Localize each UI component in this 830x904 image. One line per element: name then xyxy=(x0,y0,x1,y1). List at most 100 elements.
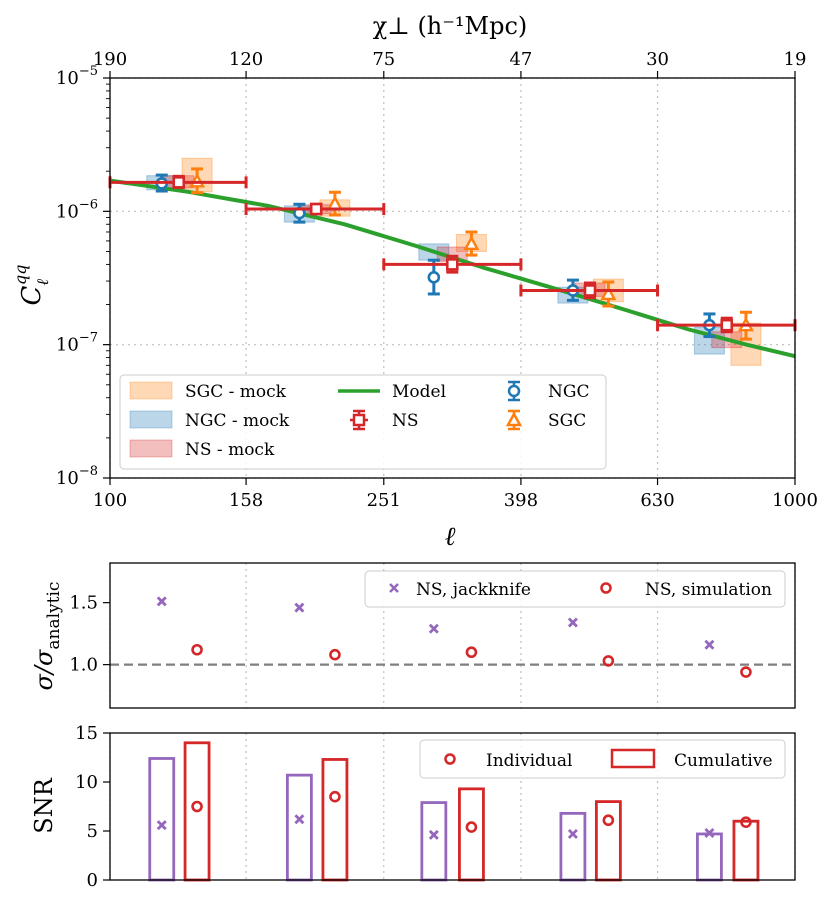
ratio-y-tick-label-0: 1.0 xyxy=(69,655,98,676)
ratio-jackknife-stroke-b xyxy=(156,596,167,607)
snr-bar-jackknife-cumulative-1 xyxy=(285,773,313,882)
y-tick-label-3: 10−5 xyxy=(56,64,98,89)
x-tick-label-2: 251 xyxy=(367,490,401,511)
top-tick-label-1: 120 xyxy=(229,49,263,70)
snr-jackknife-point-1 xyxy=(294,814,305,825)
ngc-point-2 xyxy=(427,258,441,296)
x-tick-label-5: 1000 xyxy=(772,490,818,511)
ratio-y-tick-label-1: 1.5 xyxy=(69,593,98,614)
legend-label-jackknife: NS, jackknife xyxy=(416,580,531,600)
legend-swatch-jackknife xyxy=(389,583,399,593)
snr-bar-cumulative-2 xyxy=(458,787,485,882)
snr-jackknife-point-3 xyxy=(567,828,578,839)
snr-individual-point-4 xyxy=(740,816,752,828)
snr-bar-jackknife-cumulative-0 xyxy=(148,757,176,882)
snr-individual-point-0 xyxy=(191,800,203,813)
snr-legend: Individual Cumulative xyxy=(419,739,786,779)
ratio-jackknife-stroke-b xyxy=(704,639,715,650)
legend-label-model: Model xyxy=(392,382,446,402)
ratio-series xyxy=(156,596,752,678)
snr-y-tick-label-1: 5 xyxy=(87,821,98,842)
ns-point-0 xyxy=(108,174,248,189)
ratio-ylabel-base: σ/σ xyxy=(30,649,58,690)
ylabel-base: C xyxy=(17,286,47,306)
sgc-marker-3 xyxy=(600,285,617,301)
snr-bar-cumulative-3 xyxy=(594,800,622,882)
snr-axis-ticks: 0 5 10 15 xyxy=(75,723,110,891)
legend-swatch-ngc xyxy=(507,380,521,402)
snr-individual-point-1 xyxy=(329,790,341,803)
snr-jackknife-point-2 xyxy=(428,829,439,840)
ratio-jackknife-point-3 xyxy=(567,617,578,628)
data-series xyxy=(108,167,797,341)
legend-label-sgc-mock: SGC - mock xyxy=(185,382,287,402)
ns-point-4 xyxy=(656,316,797,334)
snr-jackknife-stroke-b xyxy=(156,820,167,831)
snr-bar-cumulative-4 xyxy=(732,819,760,882)
ratio-legend: NS, jackknife NS, simulation xyxy=(364,570,786,608)
legend-label-sgc: SGC xyxy=(548,411,586,431)
ratio-axis-ticks: 1.0 1.5 xyxy=(69,593,110,676)
snr-y-tick-label-0: 0 xyxy=(87,870,98,891)
top-tick-label-2: 75 xyxy=(372,49,395,70)
sgc-point-3 xyxy=(600,280,617,308)
y-tick-label-2: 10−6 xyxy=(56,197,98,222)
legend-label-individual: Individual xyxy=(486,751,572,771)
ratio-y-axis-label: σ/σanalytic xyxy=(30,582,64,691)
svg-text:Cℓqq: Cℓqq xyxy=(11,264,52,305)
ratio-simulation-point-0 xyxy=(191,643,203,656)
y-tick-label-0: 10−8 xyxy=(56,464,98,489)
snr-bar-jackknife-cumulative-2 xyxy=(420,801,448,882)
ratio-jackknife-point-2 xyxy=(428,623,439,634)
ratio-simulation-point-4 xyxy=(740,666,752,678)
ratio-jackknife-stroke-b xyxy=(294,602,305,613)
ylabel-sup: qq xyxy=(11,264,30,284)
ngc-marker-2 xyxy=(427,271,441,284)
snr-y-tick-label-3: 15 xyxy=(75,723,98,744)
x-tick-label-3: 398 xyxy=(504,490,538,511)
top-tick-label-5: 19 xyxy=(784,49,807,70)
legend-swatch-ns-mock xyxy=(129,439,173,458)
snr-axes-frame xyxy=(109,732,796,881)
snr-bar-jackknife-cumulative-3 xyxy=(559,811,587,882)
top-tick-label-4: 30 xyxy=(646,49,669,70)
snr-legend-frame xyxy=(419,739,786,779)
main-axes-frame xyxy=(109,77,796,479)
ratio-jackknife-stroke-b xyxy=(567,617,578,628)
ns-point-2 xyxy=(382,254,523,274)
snr-bar-jackknife-cumulative-4 xyxy=(696,832,723,882)
ratio-jackknife-point-4 xyxy=(704,639,715,650)
ns-point-1 xyxy=(244,202,386,216)
ratio-axes-frame xyxy=(109,562,796,709)
snr-jackknife-point-4 xyxy=(704,827,715,838)
top-tick-label-0: 190 xyxy=(93,49,127,70)
ratio-simulation-point-2 xyxy=(465,646,478,659)
ns-marker-4 xyxy=(720,318,734,332)
ns-marker-3 xyxy=(583,284,597,297)
legend-swatch-sgc xyxy=(505,409,523,431)
x-axis-label: ℓ xyxy=(445,522,456,552)
snr-jackknife-stroke-b xyxy=(567,828,578,839)
snr-jackknife-stroke-b xyxy=(294,814,305,825)
snr-jackknife-point-0 xyxy=(156,820,167,831)
y-tick-label-1: 10−7 xyxy=(56,331,98,356)
snr-y-axis-label: SNR xyxy=(30,777,58,833)
legend-label-simulation: NS, simulation xyxy=(645,580,772,600)
ratio-simulation-point-1 xyxy=(329,648,341,661)
legend-label-cumulative: Cumulative xyxy=(674,751,773,771)
snr-individual-point-2 xyxy=(465,821,478,833)
ns-marker-1 xyxy=(309,202,323,216)
snr-y-tick-label-2: 10 xyxy=(75,772,98,793)
legend-swatch-sgc-mock xyxy=(129,381,173,400)
ratio-jackknife-stroke-b xyxy=(428,623,439,634)
legend-label-ns: NS xyxy=(392,411,419,431)
x-tick-label-0: 100 xyxy=(93,490,127,511)
legend-label-ns-mock: NS - mock xyxy=(185,440,275,460)
snr-bar-cumulative-1 xyxy=(321,758,349,882)
top-axis-label: χ⊥ (h⁻¹Mpc) xyxy=(373,12,528,40)
legend-label-ngc: NGC xyxy=(548,382,589,402)
top-tick-label-3: 47 xyxy=(509,49,532,70)
ns-point-3 xyxy=(519,281,660,300)
main-legend: SGC - mock NGC - mock NS - mock Model NS… xyxy=(119,374,607,470)
